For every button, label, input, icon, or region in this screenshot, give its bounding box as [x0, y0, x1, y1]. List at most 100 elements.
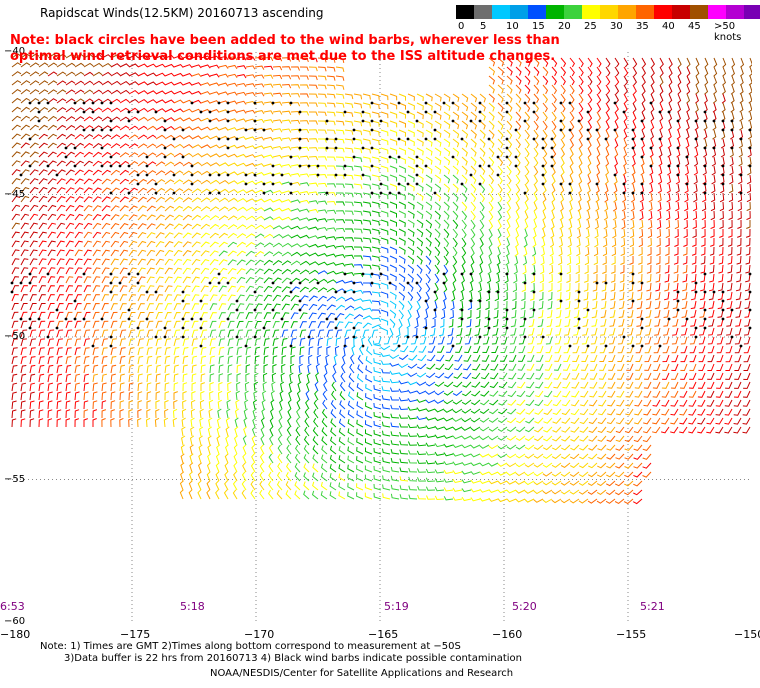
- contamination-circle: [640, 155, 644, 159]
- wind-barb: [629, 237, 635, 248]
- contamination-circle: [523, 191, 527, 195]
- wind-barb: [737, 228, 742, 238]
- wind-barb: [242, 435, 247, 446]
- wind-barb: [524, 138, 530, 149]
- wind-barb: [207, 444, 212, 455]
- wind-barb: [607, 381, 616, 389]
- wind-barb: [724, 426, 733, 434]
- wind-barb: [262, 372, 268, 383]
- wind-barb: [182, 294, 191, 302]
- wind-barb: [665, 228, 670, 239]
- wind-barb: [56, 107, 67, 113]
- wind-barb: [425, 291, 430, 302]
- contamination-circle: [235, 335, 239, 339]
- wind-barb: [728, 192, 734, 203]
- wind-barb: [551, 57, 558, 68]
- legend-swatch: [654, 5, 672, 19]
- wind-barb: [20, 267, 29, 275]
- wind-barb: [47, 418, 53, 428]
- wind-barb: [326, 200, 337, 206]
- wind-barb: [398, 183, 406, 191]
- contamination-circle: [469, 299, 473, 303]
- wind-barb: [191, 205, 202, 212]
- wind-barb: [286, 462, 292, 473]
- wind-barb: [577, 210, 582, 221]
- contamination-circle: [415, 155, 419, 159]
- wind-barb: [616, 408, 625, 416]
- wind-barb: [560, 489, 571, 495]
- wind-barb: [739, 75, 744, 86]
- wind-barb: [335, 296, 346, 302]
- wind-barb: [488, 228, 493, 239]
- wind-barb: [218, 73, 229, 78]
- wind-barb: [182, 188, 193, 194]
- wind-barb: [701, 238, 706, 247]
- wind-barb: [720, 165, 725, 176]
- wind-barb: [389, 210, 397, 218]
- wind-barb: [426, 495, 436, 500]
- wind-barb: [434, 93, 442, 102]
- wind-barb: [245, 65, 256, 70]
- wind-barb: [561, 435, 571, 442]
- wind-barb: [606, 426, 616, 434]
- wind-barb: [720, 156, 725, 167]
- wind-barb: [83, 276, 92, 284]
- wind-barb: [674, 210, 680, 221]
- wind-barb: [272, 119, 283, 124]
- wind-barb: [65, 222, 75, 230]
- wind-barb: [706, 417, 715, 425]
- wind-barb: [236, 189, 247, 194]
- wind-barb: [583, 282, 589, 292]
- wind-barb: [639, 210, 644, 221]
- wind-barb: [303, 463, 310, 473]
- contamination-circle: [532, 290, 536, 294]
- wind-barbs: [10, 53, 752, 505]
- wind-barb: [119, 196, 129, 203]
- wind-barb: [164, 63, 175, 68]
- wind-barb: [335, 236, 346, 241]
- contamination-circle: [136, 272, 140, 276]
- wind-barb: [416, 120, 424, 129]
- wind-barb: [657, 174, 663, 185]
- wind-barb: [716, 336, 724, 345]
- wind-barb: [532, 246, 537, 257]
- wind-barb: [317, 75, 327, 81]
- wind-barb: [56, 142, 66, 149]
- wind-barb: [676, 120, 681, 131]
- wind-barb: [634, 408, 643, 416]
- wind-barb: [74, 80, 85, 86]
- wind-barb: [399, 449, 409, 455]
- wind-barb: [479, 165, 486, 175]
- wind-barb: [490, 363, 499, 371]
- wind-barb: [119, 134, 130, 140]
- wind-barb: [20, 338, 27, 347]
- wind-barb: [571, 381, 580, 389]
- wind-barb: [303, 490, 310, 500]
- wind-barb: [272, 198, 283, 203]
- wind-barb: [470, 488, 481, 493]
- wind-barb: [524, 183, 530, 194]
- wind-barb: [145, 417, 151, 428]
- wind-barb: [65, 373, 72, 383]
- contamination-circle: [163, 128, 167, 132]
- wind-barb: [74, 98, 85, 104]
- wind-barb: [38, 267, 47, 275]
- contamination-circle: [199, 110, 203, 114]
- wind-barb: [398, 147, 406, 155]
- wind-barb: [621, 210, 626, 221]
- wind-barb: [164, 241, 174, 248]
- wind-barb: [659, 111, 664, 122]
- wind-barb: [479, 129, 486, 139]
- contamination-circle: [496, 155, 500, 159]
- wind-barb: [56, 285, 65, 293]
- wind-barb: [461, 390, 472, 397]
- wind-barb: [569, 111, 575, 122]
- wind-barb: [317, 182, 328, 188]
- wind-barb: [689, 363, 697, 372]
- wind-barb: [461, 246, 467, 257]
- wind-barb: [458, 309, 463, 319]
- wind-barb: [20, 382, 27, 392]
- wind-barb: [263, 321, 271, 329]
- wind-barb: [591, 318, 598, 327]
- wind-barb: [191, 382, 197, 392]
